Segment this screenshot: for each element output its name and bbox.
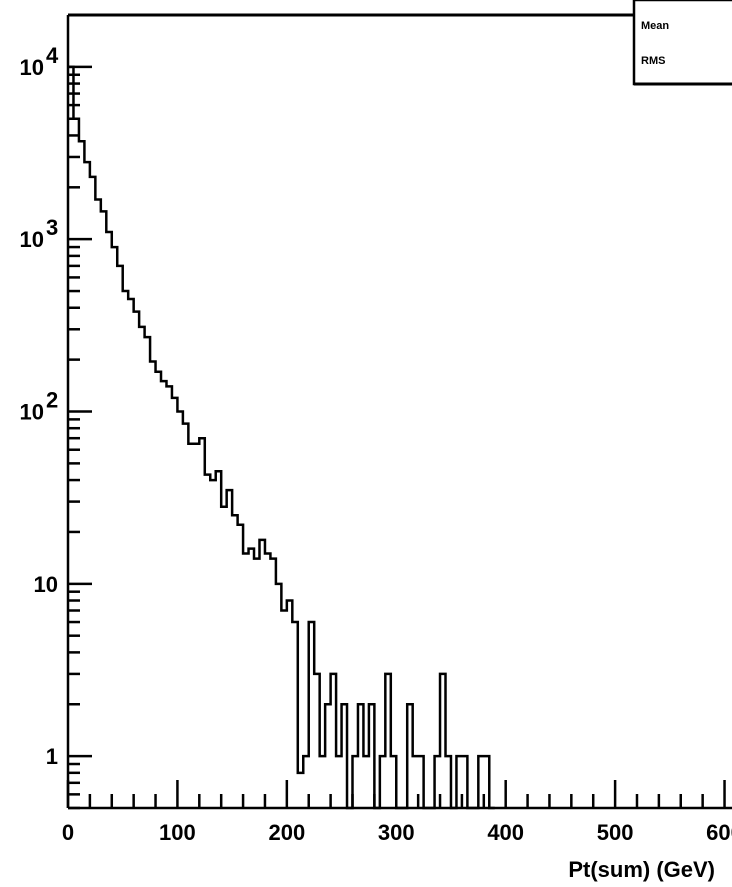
histogram-series xyxy=(68,65,495,810)
x-tick-label: 500 xyxy=(597,820,634,845)
x-tick-label: 600 xyxy=(706,820,732,845)
stats-label-mean: Mean xyxy=(641,20,669,32)
y-tick-label: 10 xyxy=(20,400,44,425)
stats-box: Mean RMS xyxy=(632,0,732,86)
x-axis-title: Pt(sum) (GeV) xyxy=(568,857,715,882)
x-tick-label: 0 xyxy=(62,820,74,845)
y-tick-label: 1 xyxy=(46,744,58,769)
x-tick-label: 300 xyxy=(378,820,415,845)
y-tick-exponent: 3 xyxy=(46,215,58,240)
x-tick-label: 100 xyxy=(159,820,196,845)
stats-label-rms: RMS xyxy=(641,55,665,67)
x-tick-label: 400 xyxy=(487,820,524,845)
x-axis: 0 100 200 300 400 500 600 xyxy=(62,780,732,845)
y-tick-label: 10 xyxy=(20,227,44,252)
y-tick-exponent: 4 xyxy=(46,43,59,68)
y-tick-label: 10 xyxy=(34,572,58,597)
histogram-line xyxy=(68,65,495,810)
x-tick-label: 200 xyxy=(268,820,305,845)
y-tick-label: 10 xyxy=(20,55,44,80)
stats-box-frame xyxy=(632,0,732,86)
y-tick-exponent: 2 xyxy=(46,388,58,413)
